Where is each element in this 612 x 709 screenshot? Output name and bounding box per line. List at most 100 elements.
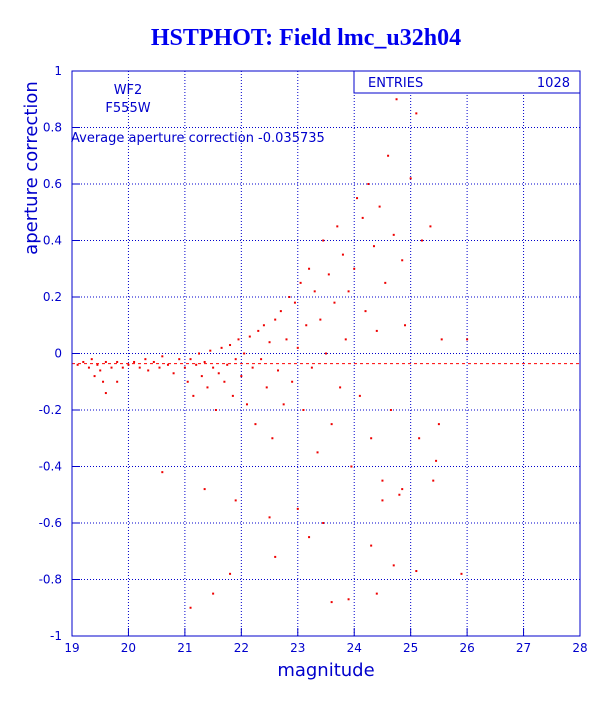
data-point xyxy=(104,392,107,395)
data-point xyxy=(127,363,130,366)
data-point xyxy=(330,423,333,426)
y-axis-label: aperture correction xyxy=(21,81,42,255)
data-point xyxy=(435,459,438,462)
data-point xyxy=(198,352,200,355)
data-point xyxy=(274,318,277,321)
detector-label: WF2 xyxy=(114,83,143,98)
y-tick-label: -0.8 xyxy=(39,573,62,587)
data-point xyxy=(195,363,198,366)
data-point xyxy=(460,572,463,575)
chart-title: HSTPHOT: Field lmc_u32h04 xyxy=(151,25,461,51)
data-point xyxy=(90,358,93,361)
data-point xyxy=(234,499,237,502)
data-point xyxy=(186,380,189,383)
data-point xyxy=(395,98,398,101)
data-point xyxy=(243,352,246,355)
data-point xyxy=(339,386,342,389)
data-point xyxy=(420,239,423,242)
data-point xyxy=(378,205,381,208)
data-point xyxy=(341,253,344,256)
data-point xyxy=(237,338,240,341)
data-point xyxy=(308,536,311,539)
x-tick-label: 23 xyxy=(290,641,305,655)
data-point xyxy=(152,360,155,363)
data-point xyxy=(466,338,469,341)
data-point xyxy=(392,233,395,236)
data-point xyxy=(319,318,322,321)
data-point xyxy=(178,358,181,361)
data-point xyxy=(347,598,350,601)
x-tick-label: 28 xyxy=(572,641,587,655)
data-point xyxy=(381,499,384,502)
data-point xyxy=(183,366,186,369)
data-point xyxy=(322,522,325,524)
data-point xyxy=(398,493,401,496)
data-point xyxy=(308,267,311,270)
data-point xyxy=(209,349,212,352)
data-point xyxy=(268,341,271,344)
x-tick-label: 21 xyxy=(177,641,192,655)
data-point xyxy=(206,386,209,389)
data-point xyxy=(166,363,169,366)
data-point xyxy=(212,366,215,369)
data-point xyxy=(375,592,378,595)
x-tick-label: 24 xyxy=(347,641,362,655)
data-point xyxy=(82,360,85,363)
x-tick-label: 22 xyxy=(234,641,249,655)
data-point xyxy=(212,592,215,595)
data-point xyxy=(277,369,280,372)
data-point xyxy=(144,358,147,361)
data-point xyxy=(440,338,443,341)
data-point xyxy=(353,267,356,270)
data-point xyxy=(172,372,175,375)
data-point xyxy=(415,570,418,573)
data-point xyxy=(401,259,404,262)
data-point xyxy=(158,366,161,369)
data-point xyxy=(192,394,195,397)
data-point xyxy=(429,225,432,228)
data-point xyxy=(313,290,316,293)
y-tick-label: 0.4 xyxy=(43,234,62,248)
data-point xyxy=(226,363,229,366)
entries-value: 1028 xyxy=(537,76,570,91)
data-point xyxy=(344,338,347,341)
data-point xyxy=(203,488,206,491)
data-point xyxy=(296,346,299,349)
data-point xyxy=(138,366,141,369)
data-point xyxy=(285,338,288,341)
y-tick-label: -0.6 xyxy=(39,516,62,530)
data-point xyxy=(325,352,327,355)
data-point xyxy=(333,301,336,304)
data-point xyxy=(282,403,285,406)
data-point xyxy=(96,363,99,366)
data-point xyxy=(104,360,107,363)
data-point xyxy=(203,360,206,363)
data-point xyxy=(392,564,395,567)
data-point xyxy=(389,409,392,411)
plot-frame xyxy=(71,70,581,637)
data-point xyxy=(200,375,203,378)
y-tick-label: 0 xyxy=(54,347,62,361)
x-tick-label: 25 xyxy=(403,641,418,655)
data-point xyxy=(110,366,113,369)
data-point xyxy=(251,366,254,369)
x-axis-label: magnitude xyxy=(277,660,374,681)
data-point xyxy=(302,409,305,411)
x-tick-label: 20 xyxy=(121,641,136,655)
y-tick-label: 0.2 xyxy=(43,290,62,304)
x-tick-label: 27 xyxy=(516,641,531,655)
data-point xyxy=(372,245,375,248)
data-point xyxy=(147,369,150,372)
data-point xyxy=(229,572,232,575)
data-point xyxy=(248,335,251,338)
data-point xyxy=(401,488,404,491)
data-point xyxy=(271,437,274,440)
data-point xyxy=(358,394,361,397)
data-point xyxy=(231,394,234,397)
data-point xyxy=(229,344,232,347)
data-point xyxy=(364,310,367,313)
data-point xyxy=(133,360,136,363)
data-point xyxy=(279,310,282,313)
data-point xyxy=(370,437,373,440)
data-point xyxy=(161,355,164,358)
